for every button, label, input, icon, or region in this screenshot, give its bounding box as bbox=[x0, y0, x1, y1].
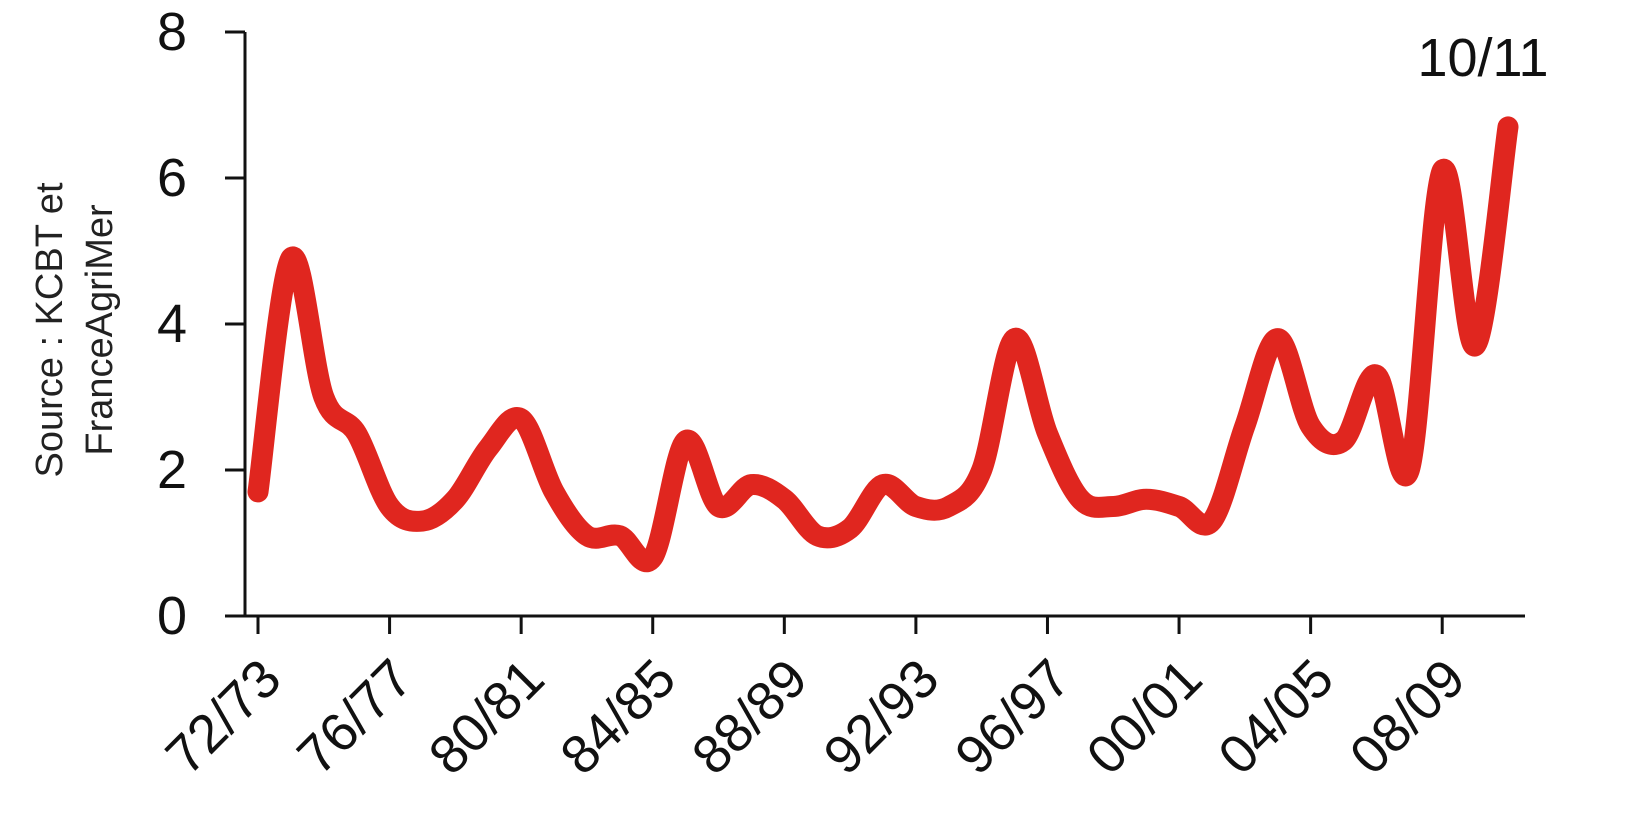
series-line bbox=[247, 116, 1519, 573]
y-axis-label: Source : KCBT et FranceAgriMer bbox=[29, 182, 121, 477]
x-tick-label: 96/97 bbox=[944, 648, 1082, 786]
y-tick-label: 4 bbox=[157, 294, 187, 354]
x-tick-label: 76/77 bbox=[286, 648, 424, 786]
end-label: 10/11 bbox=[1417, 28, 1548, 88]
x-tick-label: 80/81 bbox=[418, 648, 556, 786]
x-tick-label: 08/09 bbox=[1339, 648, 1477, 786]
y-axis-label-line-2: FranceAgriMer bbox=[79, 204, 121, 456]
x-tick-label: 88/89 bbox=[681, 648, 819, 786]
y-tick-label: 0 bbox=[157, 586, 187, 646]
x-tick-label: 00/01 bbox=[1076, 648, 1214, 786]
x-tick-label: 04/05 bbox=[1207, 648, 1345, 786]
x-tick-label: 92/93 bbox=[812, 648, 950, 786]
x-tick-label: 84/85 bbox=[549, 648, 687, 786]
y-ticks: 0 2 4 6 8 bbox=[157, 2, 245, 646]
y-tick-label: 8 bbox=[157, 2, 187, 62]
y-axis-label-line-1: Source : KCBT et bbox=[29, 182, 71, 477]
y-tick-label: 6 bbox=[157, 148, 187, 208]
x-ticks: 72/7376/7780/8184/8588/8992/9396/9700/01… bbox=[155, 616, 1477, 786]
x-tick-label: 72/73 bbox=[155, 648, 293, 786]
axes bbox=[243, 32, 1525, 618]
y-tick-label: 2 bbox=[157, 440, 187, 500]
